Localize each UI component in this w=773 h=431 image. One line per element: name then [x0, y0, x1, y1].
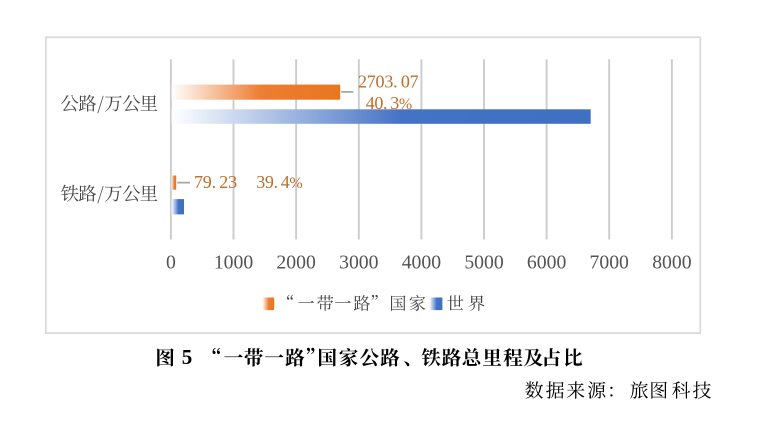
svg-text:39. 4%: 39. 4%	[256, 172, 302, 192]
svg-text:7000: 7000	[590, 252, 630, 274]
svg-text:0: 0	[166, 252, 176, 274]
svg-text:2000: 2000	[276, 252, 316, 274]
svg-text:5000: 5000	[464, 252, 504, 274]
svg-text:8000: 8000	[652, 252, 692, 274]
svg-text:40. 3%: 40. 3%	[366, 93, 412, 113]
svg-text:3000: 3000	[339, 252, 379, 274]
svg-text:1000: 1000	[214, 252, 254, 274]
svg-text:2703. 07: 2703. 07	[358, 72, 419, 92]
svg-text:5: 5	[182, 345, 193, 369]
svg-text:4000: 4000	[402, 252, 442, 274]
svg-text:6000: 6000	[527, 252, 567, 274]
svg-text:79. 23: 79. 23	[194, 172, 237, 192]
